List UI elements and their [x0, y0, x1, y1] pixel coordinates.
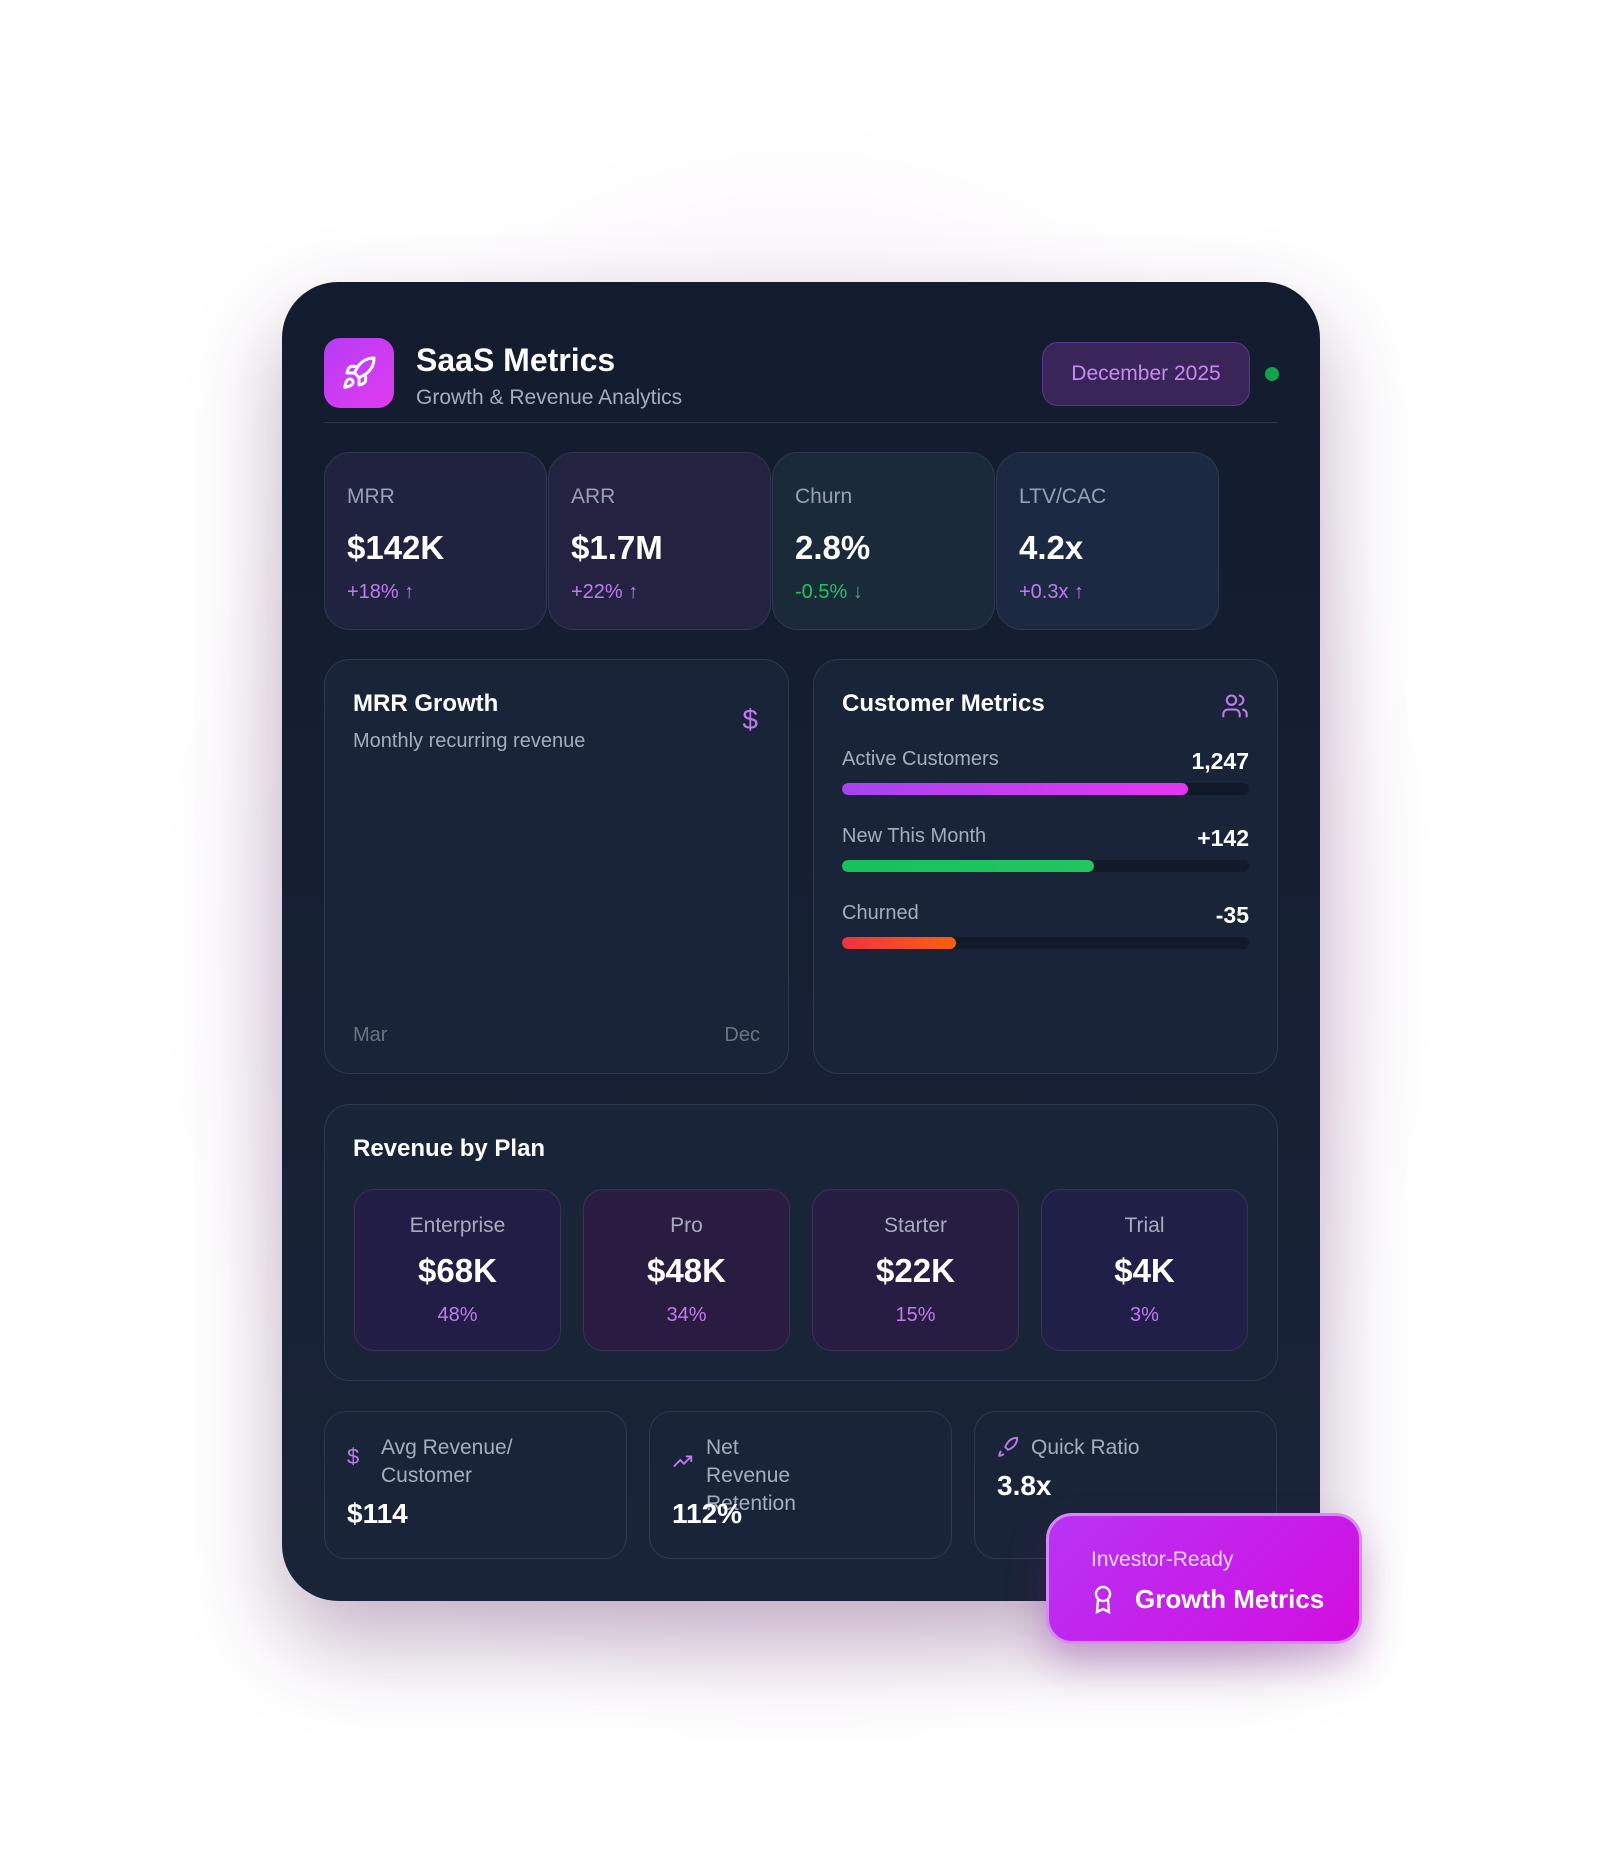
header-divider	[324, 422, 1278, 423]
dashboard-card: SaaS Metrics Growth & Revenue Analytics …	[282, 282, 1320, 1601]
net-revenue-retention-card: Net Revenue Retention 112%	[649, 1411, 952, 1559]
metric-label: Active Customers	[842, 748, 999, 770]
kpi-label: MRR	[347, 485, 395, 508]
metric-value: +142	[1197, 825, 1249, 851]
metric-value: 1,247	[1191, 748, 1249, 774]
investor-ready-badge: Investor-Ready Growth Metrics	[1046, 1513, 1362, 1644]
plan-percent: 48%	[437, 1304, 478, 1326]
kpi-change: +18%	[347, 581, 399, 603]
kpi-ltv-cac: LTV/CAC 4.2x +0.3x ↑	[996, 452, 1219, 630]
plan-percent: 3%	[1130, 1304, 1159, 1326]
metric-label: New This Month	[842, 825, 987, 847]
panel-title: Revenue by Plan	[353, 1135, 546, 1162]
plan-name: Trial	[1124, 1214, 1165, 1237]
customer-metrics-list: Active Customers 1,247 New This Month +1…	[842, 748, 1249, 979]
dollar-icon: $	[742, 704, 758, 735]
progress-fill	[842, 783, 1188, 795]
panel-title: Customer Metrics	[842, 690, 1045, 717]
arrow-up-icon: ↑	[628, 581, 639, 603]
kpi-value: $142K	[347, 529, 445, 566]
period-selector[interactable]: December 2025	[1042, 342, 1250, 406]
x-axis-start: Mar	[353, 1024, 388, 1046]
progress-track	[842, 783, 1249, 795]
plan-starter: Starter $22K 15%	[812, 1189, 1019, 1351]
dollar-icon: $	[347, 1444, 360, 1469]
kpi-change: +22%	[571, 581, 623, 603]
plan-value: $68K	[418, 1252, 497, 1289]
plan-value: $4K	[1114, 1252, 1175, 1289]
app-title: SaaS Metrics	[416, 342, 616, 378]
plan-pro: Pro $48K 34%	[583, 1189, 790, 1351]
progress-track	[842, 937, 1249, 949]
trending-up-icon	[673, 1455, 693, 1468]
x-axis-end: Dec	[724, 1024, 760, 1046]
kpi-value: 2.8%	[795, 529, 871, 566]
stat-value: $114	[347, 1498, 408, 1529]
plan-name: Enterprise	[409, 1214, 506, 1237]
progress-fill	[842, 937, 956, 949]
kpi-label: ARR	[571, 485, 616, 508]
revenue-by-plan-panel: Revenue by Plan Enterprise $68K 48% Pro …	[324, 1104, 1278, 1381]
metric-row: Churned -35	[842, 902, 1249, 979]
kpi-label: Churn	[795, 485, 853, 508]
plan-percent: 34%	[666, 1304, 707, 1326]
progress-track	[842, 860, 1249, 872]
customer-metrics-panel: Customer Metrics Active Customers 1,247 …	[813, 659, 1278, 1074]
plan-percent: 15%	[895, 1304, 936, 1326]
mrr-growth-panel: MRR Growth Monthly recurring revenue $ M…	[324, 659, 789, 1074]
users-icon	[1222, 694, 1248, 718]
app-subtitle: Growth & Revenue Analytics	[416, 386, 683, 409]
status-indicator	[1265, 367, 1279, 381]
plan-enterprise: Enterprise $68K 48%	[354, 1189, 561, 1351]
plan-trial: Trial $4K 3%	[1041, 1189, 1248, 1351]
stat-value: 3.8x	[997, 1470, 1052, 1501]
arrow-down-icon: ↓	[852, 581, 863, 603]
kpi-label: LTV/CAC	[1019, 485, 1107, 508]
metric-row: Active Customers 1,247	[842, 748, 1249, 825]
metric-label: Churned	[842, 902, 919, 924]
kpi-change: +0.3x	[1019, 581, 1069, 603]
stat-value: 112%	[672, 1498, 743, 1529]
badge-kicker: Investor-Ready	[1091, 1548, 1234, 1571]
kpi-mrr: MRR $142K +18% ↑	[324, 452, 547, 630]
stat-label: Avg Revenue/ Customer	[381, 1436, 513, 1487]
metric-value: -35	[1215, 902, 1249, 928]
kpi-change: -0.5%	[795, 581, 848, 603]
plan-value: $22K	[876, 1252, 955, 1289]
kpi-churn: Churn 2.8% -0.5% ↓	[772, 452, 995, 630]
arrow-up-icon: ↑	[404, 581, 415, 603]
rocket-logo-icon	[324, 338, 394, 408]
panel-title: MRR Growth	[353, 690, 499, 717]
panel-subtitle: Monthly recurring revenue	[353, 730, 586, 752]
kpi-arr: ARR $1.7M +22% ↑	[548, 452, 771, 630]
plan-name: Pro	[670, 1214, 703, 1237]
stat-label: Net Revenue Retention	[706, 1436, 796, 1515]
kpi-value: 4.2x	[1019, 529, 1084, 566]
kpi-value: $1.7M	[571, 529, 663, 566]
metric-row: New This Month +142	[842, 825, 1249, 902]
badge-title: Growth Metrics	[1135, 1584, 1325, 1614]
plan-value: $48K	[647, 1252, 726, 1289]
progress-fill	[842, 860, 1095, 872]
plan-name: Starter	[883, 1214, 948, 1237]
rocket-icon	[998, 1436, 1019, 1457]
arrow-up-icon: ↑	[1074, 581, 1085, 603]
avg-revenue-card: $ Avg Revenue/ Customer $114	[324, 1411, 627, 1559]
stat-label: Quick Ratio	[1031, 1436, 1140, 1459]
award-icon	[1094, 1585, 1112, 1614]
